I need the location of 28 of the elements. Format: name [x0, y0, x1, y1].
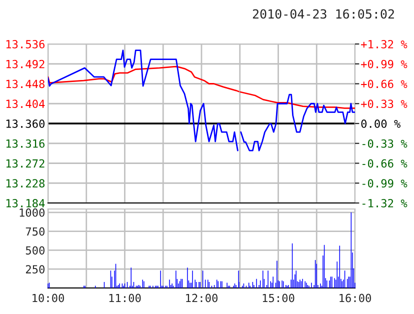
y-tick-label: 1000: [20, 208, 44, 217]
text: -0.66 %: [362, 159, 408, 168]
x-tick-label: 10:00: [32, 294, 64, 302]
text: +0.33 %: [361, 100, 408, 108]
y-tick-label: 13.184: [6, 199, 45, 208]
x-tick-label: 11:00: [109, 294, 141, 302]
text: -0.99 %: [362, 179, 408, 188]
y-tick-label: 750: [26, 227, 44, 236]
y-tick-label: 500: [26, 246, 44, 255]
y-tick-label: 13.272: [6, 159, 44, 168]
text: +0.99 %: [361, 60, 408, 68]
y-tick-label: 13.316: [6, 139, 45, 148]
text: 0.00 %: [361, 120, 401, 128]
text: +1.32 %: [361, 40, 408, 48]
y-tick-label: 13.404: [6, 100, 45, 108]
y-tick-label: 250: [26, 265, 44, 274]
x-tick-label: 12:00: [186, 294, 218, 302]
chart-title: 2010-04-23 16:05:02: [252, 9, 394, 19]
text: +0.66 %: [361, 80, 408, 88]
x-tick-label: 15:00: [262, 294, 294, 302]
y-tick-label: 13.228: [6, 179, 45, 188]
y-tick-label: 13.492: [6, 60, 44, 68]
y-tick-label: 13.536: [6, 40, 45, 48]
text: -0.33 %: [362, 139, 408, 148]
y-tick-label: 13.360: [6, 120, 45, 128]
x-tick-label: 16:00: [340, 294, 372, 302]
y-tick-label: 13.448: [6, 80, 45, 88]
text: -1.32 %: [362, 199, 408, 208]
